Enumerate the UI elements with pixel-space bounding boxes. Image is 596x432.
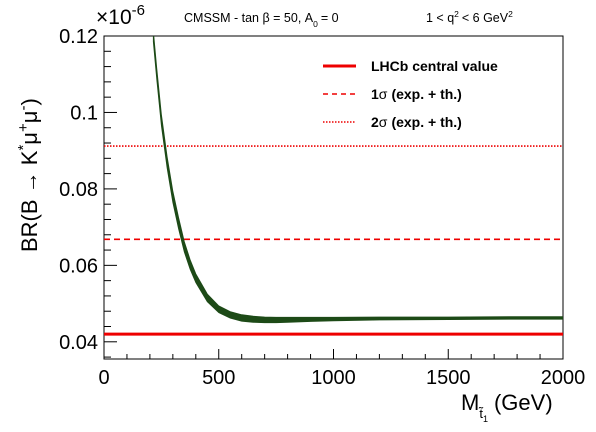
y-tick-label: 0.06 <box>59 255 98 277</box>
y-tick-label: 0.04 <box>59 332 98 354</box>
x-tick-label: 2000 <box>541 367 586 389</box>
y-tick-label: 0.1 <box>70 102 98 124</box>
x-tick-label: 1500 <box>426 367 471 389</box>
tick-labels: 0 500 1000 1500 2000 0.04 0.06 0.08 0.1 0.12 <box>59 26 585 389</box>
legend-label-1sigma: 1σ (exp. + th.) <box>371 86 462 102</box>
legend: LHCb central value 1σ (exp. + th.) 2σ (exp… <box>323 58 498 130</box>
header-q2: 1 < q2 < 6 GeV2 <box>426 9 513 25</box>
x-axis-label: Mt̃1(GeV) <box>461 390 553 424</box>
x-tick-label: 0 <box>98 367 109 389</box>
header-model: CMSSM - tan β = 50, A0 = 0 <box>184 11 339 29</box>
axis-ticks <box>103 35 564 359</box>
x-tick-label: 500 <box>202 367 235 389</box>
plot-area <box>104 36 563 336</box>
y-axis-exponent: ×10-6 <box>96 2 145 29</box>
legend-label-2sigma: 2σ (exp. + th.) <box>371 114 462 130</box>
x-tick-label: 1000 <box>311 367 356 389</box>
y-tick-label: 0.12 <box>59 26 98 48</box>
series-band <box>152 36 563 324</box>
y-axis-label: BR(B → K*μ+μ-) <box>15 98 42 252</box>
legend-label-central: LHCb central value <box>371 58 498 74</box>
y-tick-label: 0.08 <box>59 179 98 201</box>
